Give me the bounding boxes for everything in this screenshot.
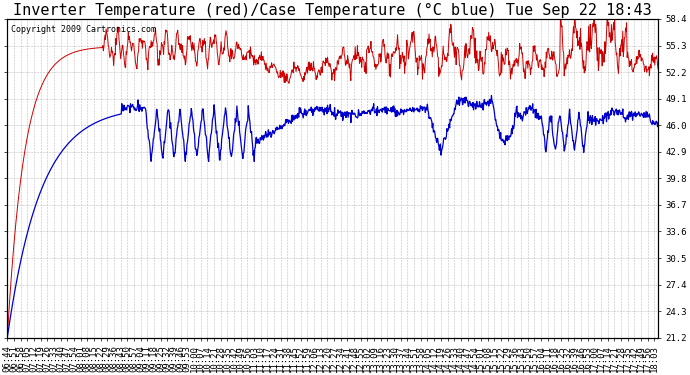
Text: Copyright 2009 Cartronics.com: Copyright 2009 Cartronics.com bbox=[10, 26, 155, 34]
Title: Inverter Temperature (red)/Case Temperature (°C blue) Tue Sep 22 18:43: Inverter Temperature (red)/Case Temperat… bbox=[13, 3, 652, 18]
